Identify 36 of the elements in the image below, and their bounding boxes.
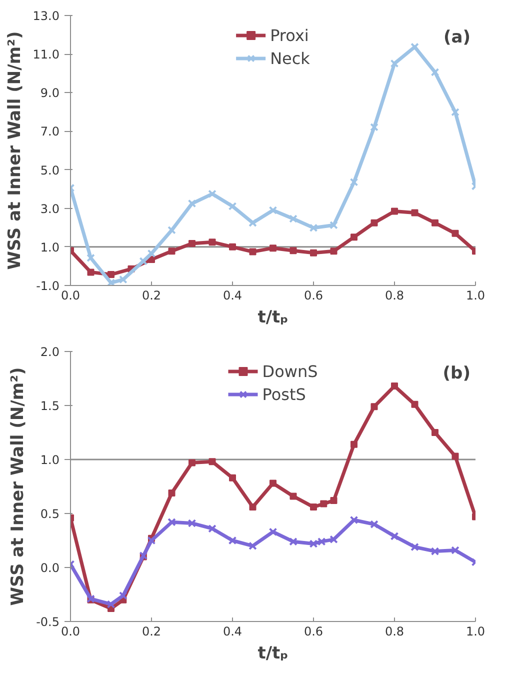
x-tick-label: 0.6 [304, 288, 324, 302]
x-tick-label: 0.2 [142, 624, 162, 638]
y-tick-label: 1.0 [40, 453, 60, 467]
x-tick-label: 1.0 [466, 288, 486, 302]
x-tick-label: 0.4 [222, 624, 242, 638]
legend-label: Proxi [270, 26, 309, 44]
y-tick-label: 9.0 [40, 86, 60, 100]
y-axis-title: WSS at Inner Wall (N/m²) [8, 367, 28, 606]
y-tick-label: 13.0 [32, 9, 60, 23]
legend-label: Neck [270, 48, 310, 68]
x-tick-label: 1.0 [466, 624, 486, 638]
y-axis-title: WSS at Inner Wall (N/m²) [4, 31, 25, 270]
x-tick-label: 0.8 [384, 624, 404, 638]
y-tick-label: 1.5 [40, 399, 60, 413]
y-tick-label: -0.5 [36, 615, 60, 629]
y-tick-label: 0.5 [40, 507, 60, 521]
annotation: (b) [442, 364, 471, 384]
x-tick-label: 0.0 [60, 288, 80, 302]
y-tick-label: 1.0 [40, 240, 60, 254]
legend-label: DownS [262, 362, 318, 380]
x-axis-title: t/tₚ [258, 644, 288, 664]
x-tick-label: 0.8 [384, 288, 404, 302]
x-axis-title: t/tₚ [258, 308, 288, 328]
annotation: (a) [443, 28, 471, 48]
x-tick-label: 0.6 [304, 624, 324, 638]
y-tick-label: 11.0 [32, 48, 60, 62]
y-tick-label: 7.0 [40, 124, 60, 139]
y-tick-label: 0.0 [40, 561, 60, 575]
y-tick-label: -1.0 [36, 279, 60, 293]
y-tick-label: 2.0 [40, 345, 60, 359]
x-tick-label: 0.4 [222, 288, 242, 302]
y-tick-label: 5.0 [40, 163, 60, 178]
legend-label: PostS [262, 384, 306, 404]
x-tick-label: 0.0 [60, 624, 80, 638]
y-tick-label: 3.0 [40, 202, 60, 216]
x-tick-label: 0.2 [142, 288, 162, 302]
